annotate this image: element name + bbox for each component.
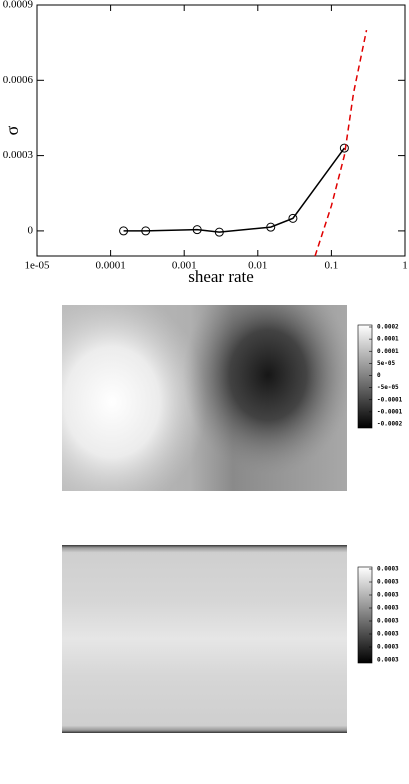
heatmap-dark-region — [183, 305, 347, 475]
data-point — [192, 225, 202, 235]
y-axis-label: σ — [2, 125, 22, 135]
x-tick-label: 0.001 — [172, 260, 197, 272]
colorbar-label: -0.0001 — [377, 396, 403, 403]
colorbar-label: 0.0003 — [377, 592, 399, 599]
plot-frame — [36, 4, 406, 257]
y-tick-label: 0 — [28, 224, 34, 236]
colorbar — [357, 566, 373, 664]
heatmap-panel: 0.0003 0.0003 0.0003 0.0003 0.0003 0.0003 0.00… — [62, 545, 399, 733]
colorbar-label: 0.0003 — [377, 579, 399, 586]
x-tick-label: 1 — [402, 260, 408, 272]
colorbar-label: 0.0001 — [377, 348, 399, 355]
heatmap-image — [62, 545, 347, 733]
colorbar-label: 0.0003 — [377, 644, 399, 651]
colorbar-label: 0.0003 — [377, 657, 399, 664]
heatmap-panel: 0.0002 0.0001 0.0001 5e-05 0 -5e-05 -0.0001 -0.… — [62, 305, 403, 491]
data-point — [339, 143, 349, 153]
colorbar-label: -0.0002 — [377, 421, 403, 428]
data-point — [141, 226, 151, 236]
data-point — [214, 227, 224, 237]
data-point — [119, 226, 129, 236]
colorbar — [357, 324, 373, 429]
colorbar-label: 0.0003 — [377, 605, 399, 612]
colorbar-label: -0.0001 — [377, 408, 403, 415]
colorbar-label: 0.0003 — [377, 618, 399, 625]
data-point — [266, 222, 276, 232]
x-tick-label: 0.0001 — [95, 260, 125, 272]
colorbar-label: 5e-05 — [377, 360, 395, 367]
x-tick-label: 1e-05 — [24, 260, 50, 272]
colorbar-label: 0 — [377, 372, 381, 379]
data-line — [314, 29, 368, 257]
x-axis-label: shear rate — [188, 267, 254, 286]
y-tick-label: 0.0006 — [3, 74, 34, 86]
colorbar-label: -5e-05 — [377, 384, 399, 391]
x-tick-label: 0.1 — [325, 260, 339, 272]
x-tick-label: 0.01 — [248, 260, 267, 272]
y-tick-label: 0.0009 — [3, 0, 34, 11]
colorbar-label: 0.0002 — [377, 324, 399, 331]
colorbar-label: 0.0003 — [377, 631, 399, 638]
colorbar-label: 0.0003 — [377, 566, 399, 573]
heatmap-light-region — [62, 305, 207, 491]
line-chart: 1e-05 0.0001 0.001 0.01 0.1 1 0 0.0003 0.0006 0.0… — [2, 0, 408, 286]
colorbar-label: 0.0001 — [377, 336, 399, 343]
y-tick-label: 0.0003 — [3, 149, 34, 161]
data-point — [288, 213, 298, 223]
data-line — [123, 147, 345, 233]
